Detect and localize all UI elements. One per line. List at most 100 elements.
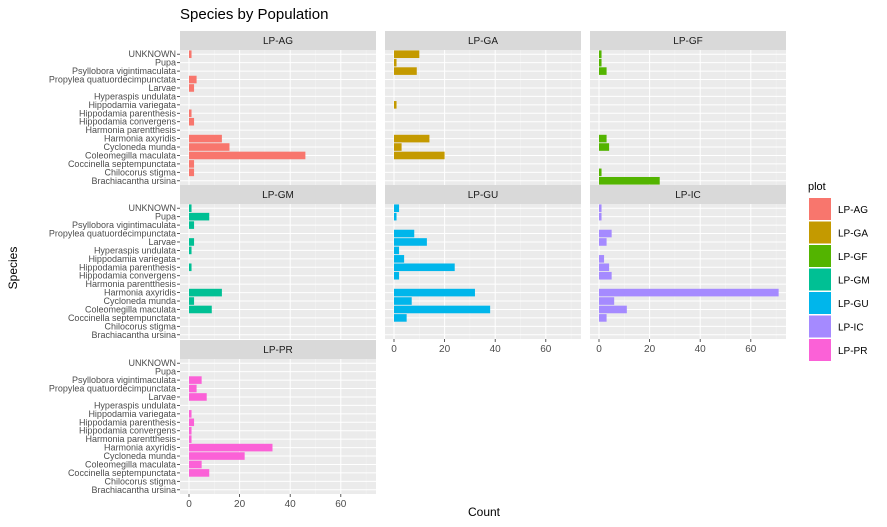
bar [394, 263, 455, 272]
bar [189, 84, 195, 92]
facet-panel: LP-GA [385, 31, 581, 185]
legend-label: LP-GF [838, 252, 867, 263]
bar [189, 204, 192, 213]
y-tick-label: Propylea quatuordecimpunctata [49, 384, 176, 394]
bar [394, 134, 430, 143]
facet-strip-label: LP-GM [262, 190, 294, 201]
y-tick-label: Psyllobora vigintimaculata [72, 220, 176, 230]
bar [599, 134, 607, 143]
bar [189, 410, 192, 418]
bar [599, 50, 602, 59]
bar [189, 435, 192, 443]
y-tick-label: Coleomegilla maculata [85, 459, 176, 469]
x-tick-label: 60 [540, 344, 552, 355]
y-tick-label: Harmonia parentthesis [85, 125, 176, 135]
y-tick-label: Hyperaspis undulata [94, 91, 176, 101]
bar [394, 238, 427, 246]
y-tick-label: Brachiacantha ursina [91, 485, 176, 495]
bar [599, 255, 605, 263]
bar [189, 426, 192, 435]
bar [394, 50, 420, 59]
legend: LP-AG LP-GA LP-GF LP-GM LP-GU LP-IC LP-PR [809, 198, 870, 361]
facet-strip-label: LP-GA [468, 36, 498, 47]
bar [599, 143, 610, 151]
bar [599, 271, 612, 280]
y-tick-label: Coleomegilla maculata [85, 304, 176, 314]
facet-strip-label: LP-GU [468, 190, 499, 201]
y-tick-label: Hippodamia parenthesis [79, 417, 177, 427]
y-tick-label: Larvae [148, 392, 176, 402]
y-tick-label: Hippodamia parenthesis [79, 262, 177, 272]
bar [394, 229, 415, 238]
y-tick-label: Pupa [155, 212, 176, 222]
bar [599, 297, 615, 305]
legend-label: LP-AG [838, 205, 868, 216]
y-axis-title: Species [6, 247, 20, 290]
y-tick-label: Hippodamia variegata [88, 409, 176, 419]
bar [189, 212, 210, 221]
bar [189, 443, 273, 452]
bar [394, 314, 407, 322]
x-axis-title: Count [468, 505, 501, 519]
y-tick-label: Hippodamia convergens [79, 271, 177, 281]
x-tick-label: 40 [490, 344, 502, 355]
bar [189, 384, 197, 393]
facet-strip-label: LP-PR [263, 345, 292, 356]
panel-background [180, 50, 376, 185]
x-tick-label: 20 [234, 499, 246, 510]
y-tick-label: Hippodamia variegata [88, 254, 176, 264]
y-tick-label: Cycloneda munda [103, 142, 176, 152]
x-tick-label: 40 [695, 344, 707, 355]
y-tick-label: Harmonia axyridis [104, 134, 177, 144]
legend-label: LP-GU [838, 299, 869, 310]
chart-title: Species by Population [180, 6, 328, 23]
y-tick-label: Harmonia axyridis [104, 288, 177, 298]
y-tick-label: Chilocorus stigma [104, 321, 176, 331]
y-tick-label: Larvae [148, 83, 176, 93]
bar [599, 58, 602, 67]
facet-strip [180, 340, 376, 359]
y-tick-label: Brachiacantha ursina [91, 330, 176, 340]
bar [394, 204, 400, 213]
panel-background [385, 204, 581, 339]
bar [189, 50, 192, 59]
panel-background [385, 50, 581, 185]
bar [599, 204, 602, 213]
facet-strip-label: LP-IC [675, 190, 701, 201]
bar [189, 460, 202, 469]
bar [189, 246, 192, 255]
bar [189, 238, 195, 246]
bar [189, 452, 245, 460]
facet-strip-label: LP-AG [263, 36, 293, 47]
y-tick-label: Cycloneda munda [103, 296, 176, 306]
facet-strip [385, 185, 581, 204]
bar [189, 117, 195, 126]
facet-strip [590, 185, 786, 204]
bar [189, 143, 230, 151]
bar [394, 143, 402, 151]
facet-strip [590, 31, 786, 50]
facet-strip [385, 31, 581, 50]
y-tick-label: Hippodamia convergens [79, 426, 177, 436]
facet-strip-label: LP-GF [673, 36, 702, 47]
legend-label: LP-GA [838, 229, 868, 240]
bar [189, 263, 192, 272]
facet-strip [180, 185, 376, 204]
legend-label: LP-IC [838, 323, 864, 334]
bar [394, 101, 397, 109]
x-tick-label: 20 [644, 344, 656, 355]
legend-key [809, 292, 831, 314]
y-tick-label: Coccinella septempunctata [68, 313, 176, 323]
bar [394, 212, 397, 221]
legend-title: plot [808, 181, 826, 193]
bar [189, 393, 207, 401]
bar [599, 229, 612, 238]
y-tick-label: Coccinella septempunctata [68, 468, 176, 478]
panel-background [590, 204, 786, 339]
legend-key [809, 315, 831, 338]
y-tick-label: Hippodamia variegata [88, 100, 176, 110]
